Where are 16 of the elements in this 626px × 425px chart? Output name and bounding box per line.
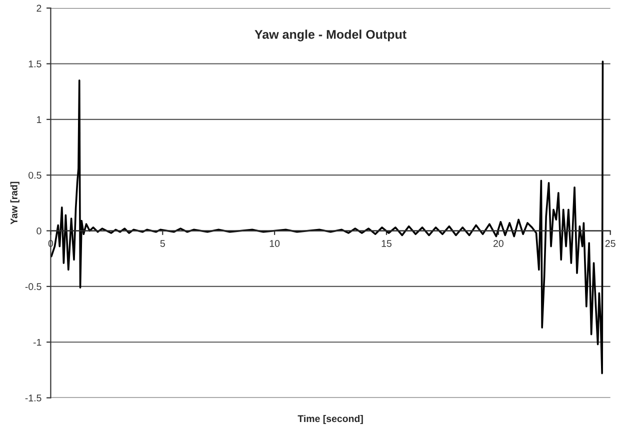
y-tick-label: 0 [36,228,42,234]
y-tick-label: 0.5 [28,172,42,179]
y-tick-label: 2 [36,4,42,12]
y-axis-title: Yaw [rad] [10,182,20,224]
x-tick-label: 10 [270,240,280,247]
y-tick-label: 1.5 [28,60,42,68]
x-tick-label: 20 [494,240,504,247]
y-tick-label: -1.5 [25,394,42,402]
x-axis-title: Time [second] [298,414,363,424]
text: Yaw angle - Model Output [254,30,406,42]
x-tick-label: 15 [382,240,392,247]
x-tick-label: 5 [160,240,165,247]
y-tick-label: -1 [33,338,42,346]
x-tick-label: 25 [605,240,616,247]
y-tick-label: -0.5 [25,283,42,290]
y-tick-label: 1 [37,116,42,123]
